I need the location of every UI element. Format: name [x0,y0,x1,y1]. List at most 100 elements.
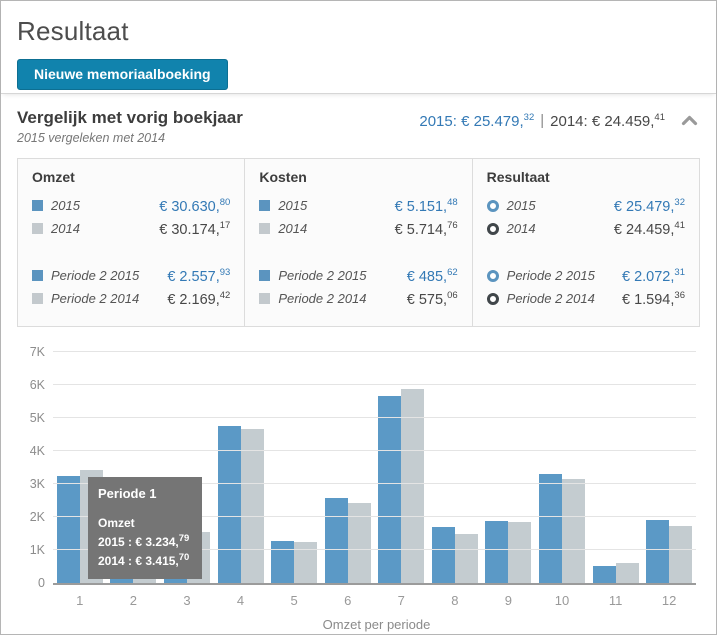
bar-group-periode-11[interactable] [589,563,643,583]
bar-2014-periode-12[interactable] [669,526,693,583]
legend-value: € 485,62 [406,266,458,285]
bar-2015-periode-11[interactable] [592,566,616,583]
y-tick-label: 1K [29,543,45,557]
tooltip-section: Omzet [98,516,135,530]
gridline [53,417,696,418]
x-axis-labels: 1 2 3 4 5 6 7 8 9 10 11 12 [53,585,696,608]
summary-column-title: Kosten [259,169,307,185]
panel-head: Vergelijk met vorig boekjaar 2015 vergel… [17,108,700,145]
gridline [53,516,696,517]
legend-row: Periode 2 2015 € 2.072,31 [486,264,685,287]
bar-group-periode-6[interactable] [321,498,375,583]
x-axis-title: Omzet per periode [322,617,431,632]
legend-label: Periode 2 2015 [51,268,140,283]
legend-value: € 30.630,80 [159,196,231,215]
bar-2015-periode-12[interactable] [646,520,670,583]
square-marker-2014-icon [32,223,43,234]
bar-group-periode-8[interactable] [428,527,482,583]
square-marker-2014-icon [259,223,271,234]
bar-2015-periode-1[interactable] [56,476,80,583]
legend-value: € 2.169,42 [167,289,231,308]
panel-head-left: Vergelijk met vorig boekjaar 2015 vergel… [17,108,243,145]
legend-label: Periode 2 2014 [51,291,140,306]
legend-row: Periode 2 2014 € 1.594,36 [486,287,685,310]
legend-label: 2014 [278,221,308,236]
y-tick-label: 3K [29,477,45,491]
gridline [53,549,696,550]
bar-2014-periode-7[interactable] [401,389,425,583]
bar-2015-periode-4[interactable] [217,426,241,583]
bar-2014-periode-10[interactable] [561,479,585,583]
page-header: Resultaat Nieuwe memoriaalboeking [1,1,716,94]
bar-2015-periode-8[interactable] [431,527,455,583]
bar-2014-periode-4[interactable] [240,429,264,583]
legend-value: € 2.557,93 [167,266,231,285]
total-2014: 2014: € 24.459,41 [550,112,665,130]
bar-2015-periode-9[interactable] [485,521,509,583]
legend-row: 2014 € 5.714,76 [259,217,458,240]
bar-group-periode-12[interactable] [642,520,696,583]
legend-value: € 30.174,17 [159,219,231,238]
legend-label: Periode 2 2015 [278,268,367,283]
bar-2015-periode-6[interactable] [324,498,348,583]
square-marker-2015-icon [32,200,43,211]
tooltip-line-2014: 2014 : € 3.415,70 [98,552,190,568]
x-tick-label: 2 [129,593,137,608]
chart-plot: Periode 1 Omzet 2015 : € 3.234,79 2014 :… [30,340,696,590]
collapse-panel-button[interactable] [679,112,700,131]
square-marker-2015-icon [259,270,271,281]
gridline [53,450,696,451]
bar-2015-periode-5[interactable] [271,541,295,583]
gridline [53,351,696,352]
legend-label: Periode 2 2015 [506,268,595,283]
radio-marker-2014-icon [486,292,499,305]
x-tick-label: 6 [344,593,352,608]
x-tick-label: 4 [236,593,245,608]
bar-2015-periode-10[interactable] [538,474,562,583]
bar-2015-periode-7[interactable] [378,396,402,583]
legend-value: € 24.459,41 [613,219,685,238]
y-tick-label: 7K [29,345,45,359]
total-2015: 2015: € 25.479,32 [419,112,535,130]
chart-tooltip: Periode 1 Omzet 2015 : € 3.234,79 2014 :… [88,477,202,579]
bar-group-periode-10[interactable] [535,474,589,583]
bar-2014-periode-6[interactable] [347,503,371,583]
new-memoriaalboeking-button[interactable]: Nieuwe memoriaalboeking [17,59,228,90]
bar-2014-periode-11[interactable] [615,563,639,583]
comparison-panel: Vergelijk met vorig boekjaar 2015 vergel… [1,94,716,632]
x-tick-label: 3 [183,593,191,608]
legend-value: € 1.594,36 [621,289,685,308]
totals-separator: | [540,112,545,129]
x-tick-label: 7 [397,593,405,608]
radio-marker-2015-icon [486,269,499,282]
x-tick-label: 11 [608,593,623,608]
gridline [53,483,696,484]
bar-group-periode-4[interactable] [214,426,268,583]
square-marker-2014-icon [259,293,271,304]
summary-column-omzet: Omzet 2015 € 30.630,80 2014 € 30.174,17 … [18,159,244,326]
chevron-up-icon [681,114,698,129]
legend-value: € 25.479,32 [613,196,685,215]
y-tick-label: 6K [29,378,45,392]
x-tick-label: 5 [290,593,298,608]
legend-label: 2015 [506,198,536,213]
x-tick-label: 8 [451,593,459,608]
square-marker-2015-icon [32,270,43,281]
tooltip-line-2015: 2015 : € 3.234,79 [98,533,190,549]
bar-2014-periode-8[interactable] [454,534,478,583]
bar-chart: Periode 1 Omzet 2015 : € 3.234,79 2014 :… [17,340,700,632]
bar-group-periode-5[interactable] [267,541,321,583]
radio-marker-2015-icon [486,199,499,212]
x-tick-label: 9 [504,593,513,608]
summary-column-title: Omzet [32,169,75,185]
gridline [53,384,696,385]
panel-subtitle: 2015 vergeleken met 2014 [17,131,166,145]
bar-group-periode-9[interactable] [482,521,536,583]
legend-row: Periode 2 2014 € 2.169,42 [32,287,230,310]
legend-row: 2015 € 5.151,48 [259,194,458,217]
square-marker-2014-icon [32,293,43,304]
bar-2014-periode-5[interactable] [294,542,318,583]
bar-2014-periode-9[interactable] [508,522,532,583]
y-tick-label: 4K [29,444,45,458]
bar-group-periode-7[interactable] [374,389,428,583]
